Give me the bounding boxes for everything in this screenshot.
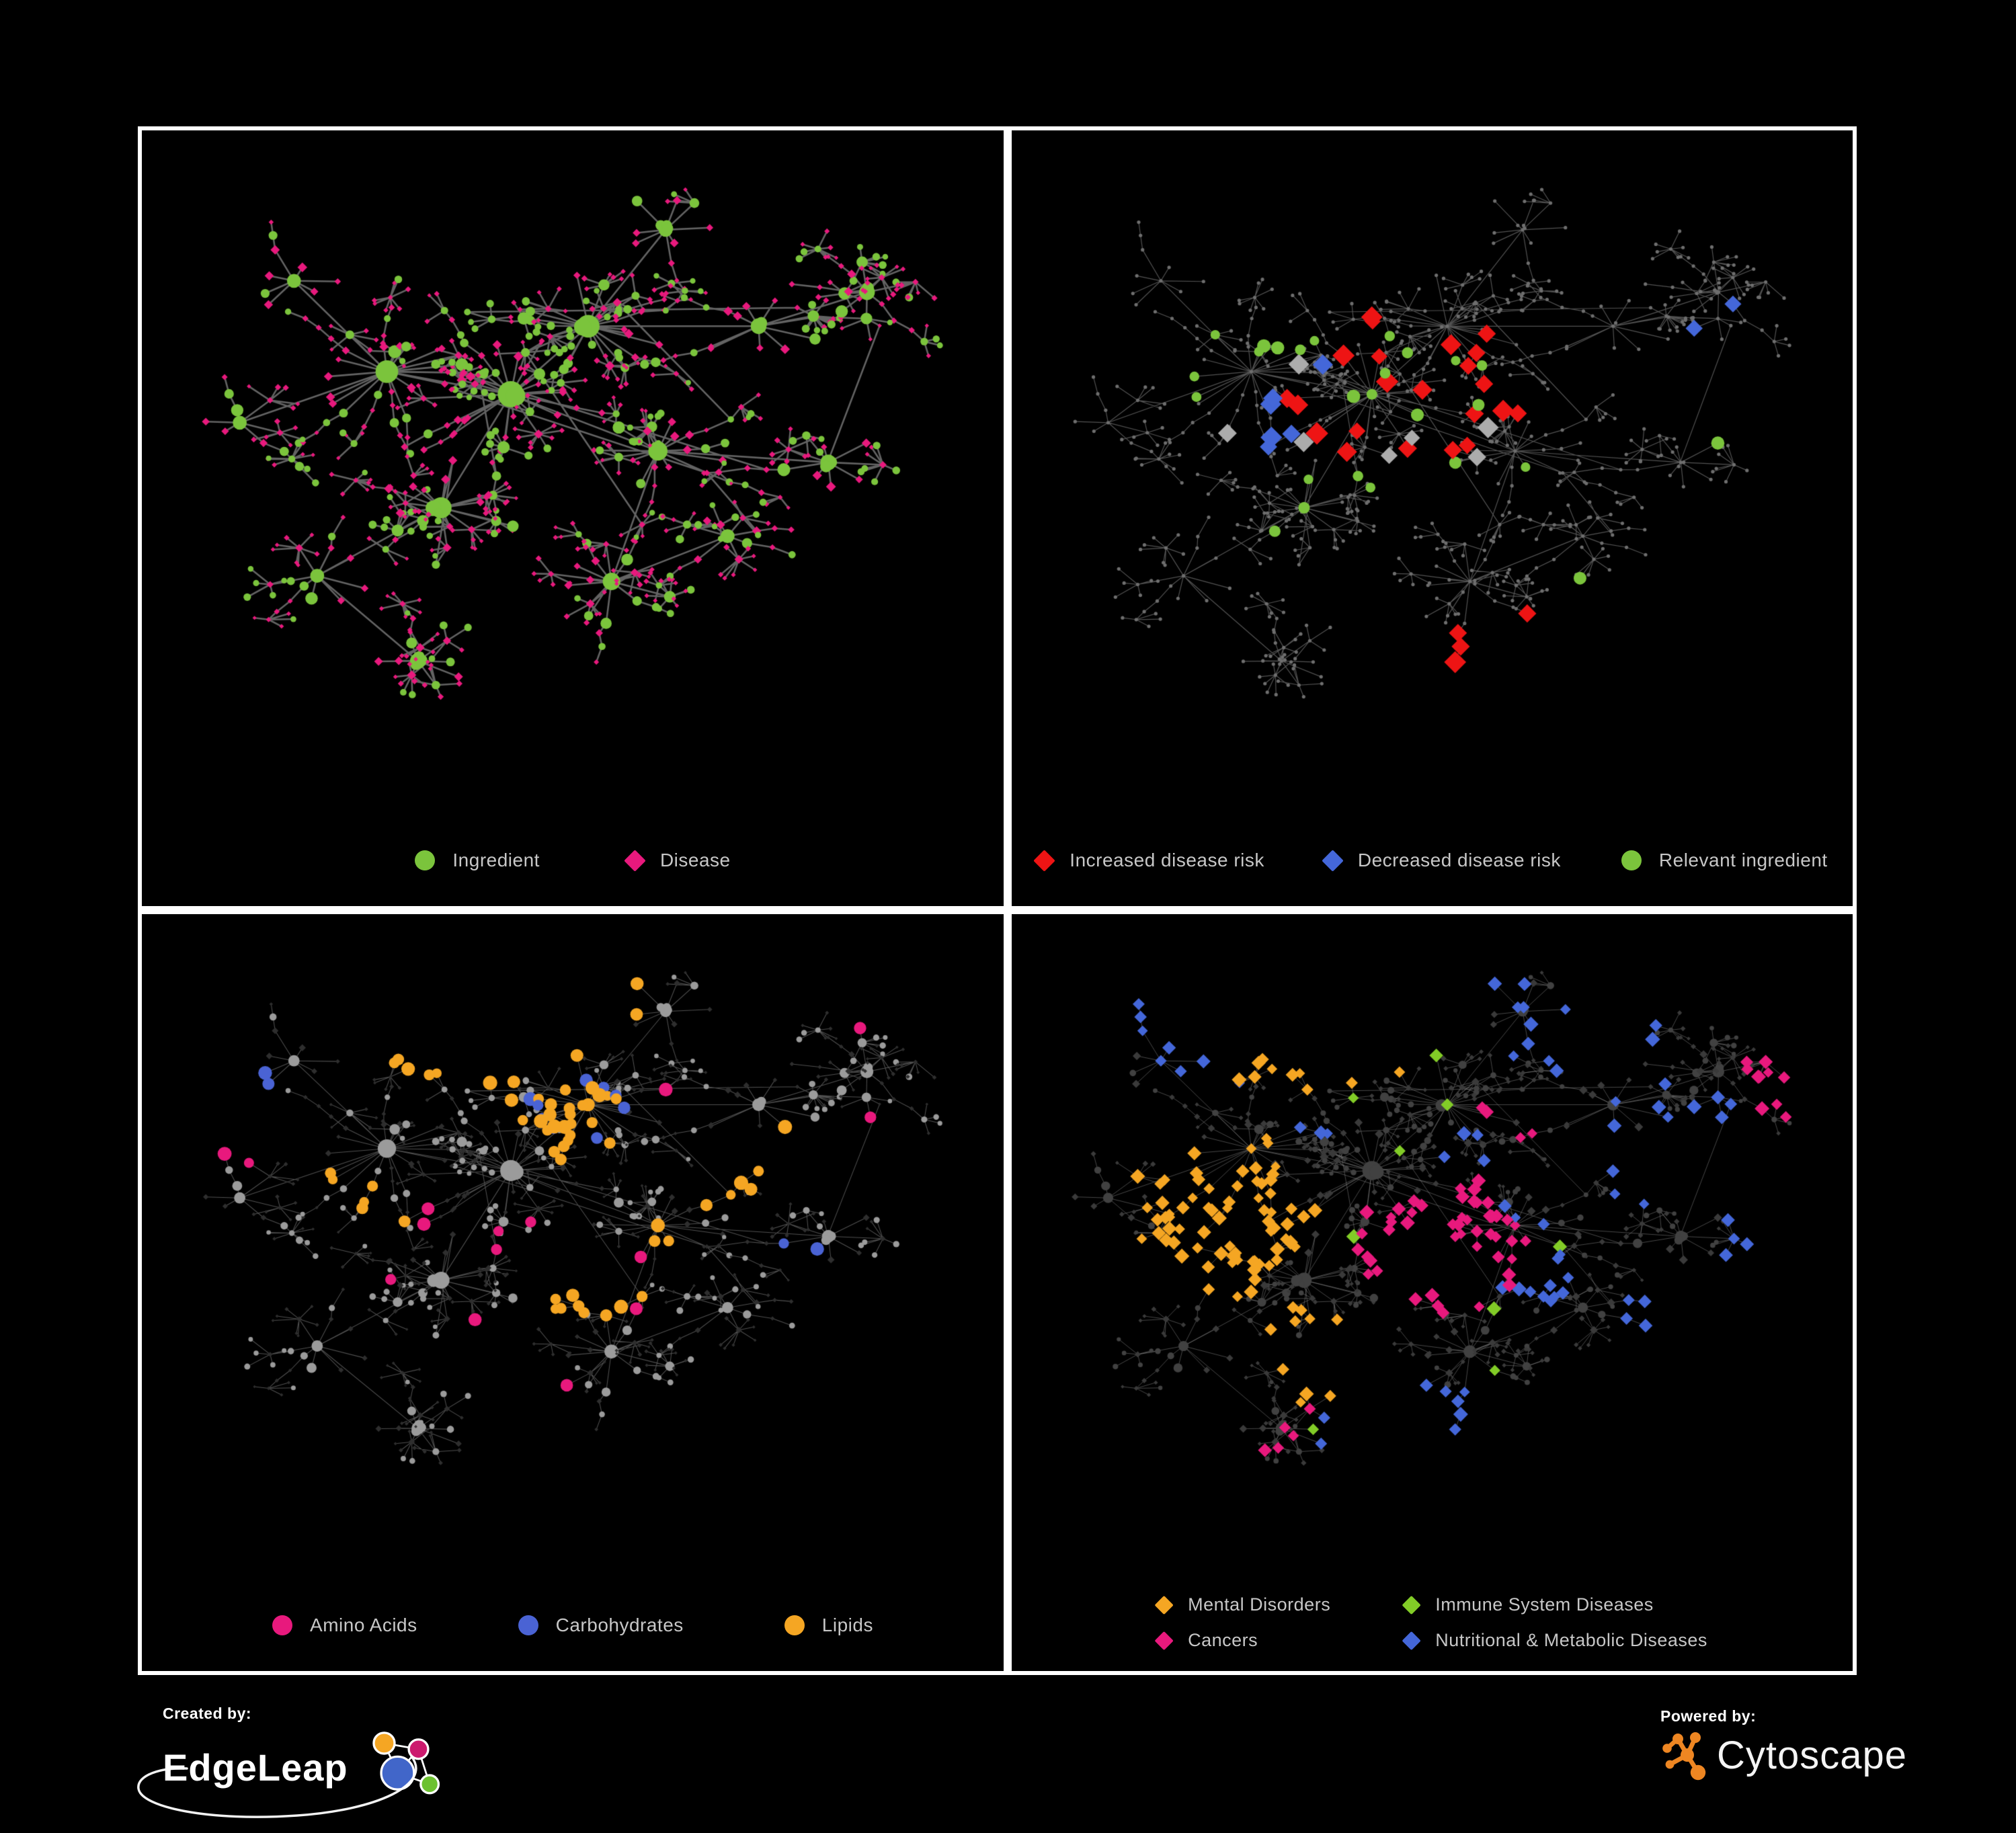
- powered-by-label: Powered by:: [1660, 1707, 1757, 1725]
- panel-disease-risk-network: Increased disease risk Decreased disease …: [1008, 126, 1857, 910]
- legend-item-cancers: Cancers: [1154, 1630, 1258, 1651]
- created-by-label: Created by:: [163, 1705, 252, 1722]
- legend-item-amino-acids: Amino Acids: [272, 1615, 417, 1636]
- legend-item-disease: Disease: [624, 849, 731, 872]
- cytoscape-icon: [1662, 1732, 1706, 1781]
- cytoscape-credit: Powered by: Cytosc: [1660, 1707, 1907, 1782]
- panel-nutrient-class-network: Amino Acids Carbohydrates Lipids: [138, 910, 1008, 1675]
- legend-label: Amino Acids: [310, 1615, 417, 1635]
- amino-acids-circle-icon: [272, 1615, 293, 1635]
- legend-item-increased-disease-risk: Increased disease risk: [1033, 849, 1264, 872]
- legend-nutrient-class: Amino Acids Carbohydrates Lipids: [142, 1615, 1004, 1636]
- legend-label: Nutritional & Metabolic Diseases: [1435, 1630, 1707, 1650]
- carbohydrates-circle-icon: [518, 1615, 538, 1635]
- immune-system-diseases-diamond-icon: [1402, 1595, 1421, 1615]
- legend-item-mental-disorders: Mental Disorders: [1154, 1594, 1331, 1615]
- panel-disease-class-network: Mental Disorders Immune System Diseases Ca…: [1008, 910, 1857, 1675]
- cytoscape-wordmark: Cytoscape: [1717, 1734, 1908, 1777]
- legend-label: Mental Disorders: [1188, 1594, 1331, 1615]
- legend-item-carbohydrates: Carbohydrates: [518, 1615, 684, 1636]
- network-canvas-disease-risk: [1012, 130, 1853, 906]
- legend-ingredient-disease: Ingredient Disease: [142, 849, 1004, 872]
- legend-label: Carbohydrates: [555, 1615, 684, 1635]
- legend-label: Cancers: [1188, 1630, 1258, 1650]
- mental-disorders-diamond-icon: [1154, 1595, 1174, 1615]
- legend-label: Lipids: [821, 1615, 873, 1635]
- nutritional-metabolic-diseases-diamond-icon: [1402, 1631, 1421, 1650]
- network-canvas-ingredient-disease: [142, 130, 1004, 906]
- legend-disease-risk: Increased disease risk Decreased disease …: [1012, 849, 1853, 872]
- edgeleap-credit: Created by: EdgeLeap: [137, 1705, 452, 1818]
- legend-label: Immune System Diseases: [1435, 1594, 1654, 1615]
- legend-item-decreased-disease-risk: Decreased disease risk: [1322, 849, 1561, 872]
- relevant-ingredient-circle-icon: [1621, 850, 1642, 870]
- legend-label: Disease: [659, 850, 731, 870]
- edgeleap-network-icon: [372, 1732, 440, 1795]
- legend-item-nutritional-metabolic-diseases: Nutritional & Metabolic Diseases: [1402, 1630, 1707, 1651]
- legend-label: Relevant ingredient: [1658, 850, 1828, 870]
- decreased-disease-risk-diamond-icon: [1322, 849, 1344, 872]
- legend-label: Decreased disease risk: [1357, 850, 1561, 870]
- legend-item-relevant-ingredient: Relevant ingredient: [1621, 850, 1828, 871]
- lipids-circle-icon: [784, 1615, 805, 1635]
- edgeleap-wordmark: EdgeLeap: [163, 1746, 348, 1789]
- legend-label: Ingredient: [452, 850, 540, 870]
- legend-item-immune-system-diseases: Immune System Diseases: [1402, 1594, 1654, 1615]
- legend-disease-class: Mental Disorders Immune System Diseases Ca…: [1154, 1594, 1707, 1651]
- panel-ingredient-disease-network: Ingredient Disease: [138, 126, 1008, 910]
- network-canvas-disease-class: [1012, 914, 1853, 1671]
- increased-disease-risk-diamond-icon: [1033, 849, 1056, 872]
- legend-item-ingredient: Ingredient: [415, 850, 540, 871]
- disease-diamond-icon: [624, 849, 646, 872]
- network-canvas-nutrient-class: [142, 914, 1004, 1671]
- legend-item-lipids: Lipids: [784, 1615, 873, 1636]
- cancers-diamond-icon: [1154, 1631, 1174, 1650]
- legend-label: Increased disease risk: [1070, 850, 1264, 870]
- ingredient-circle-icon: [415, 850, 436, 870]
